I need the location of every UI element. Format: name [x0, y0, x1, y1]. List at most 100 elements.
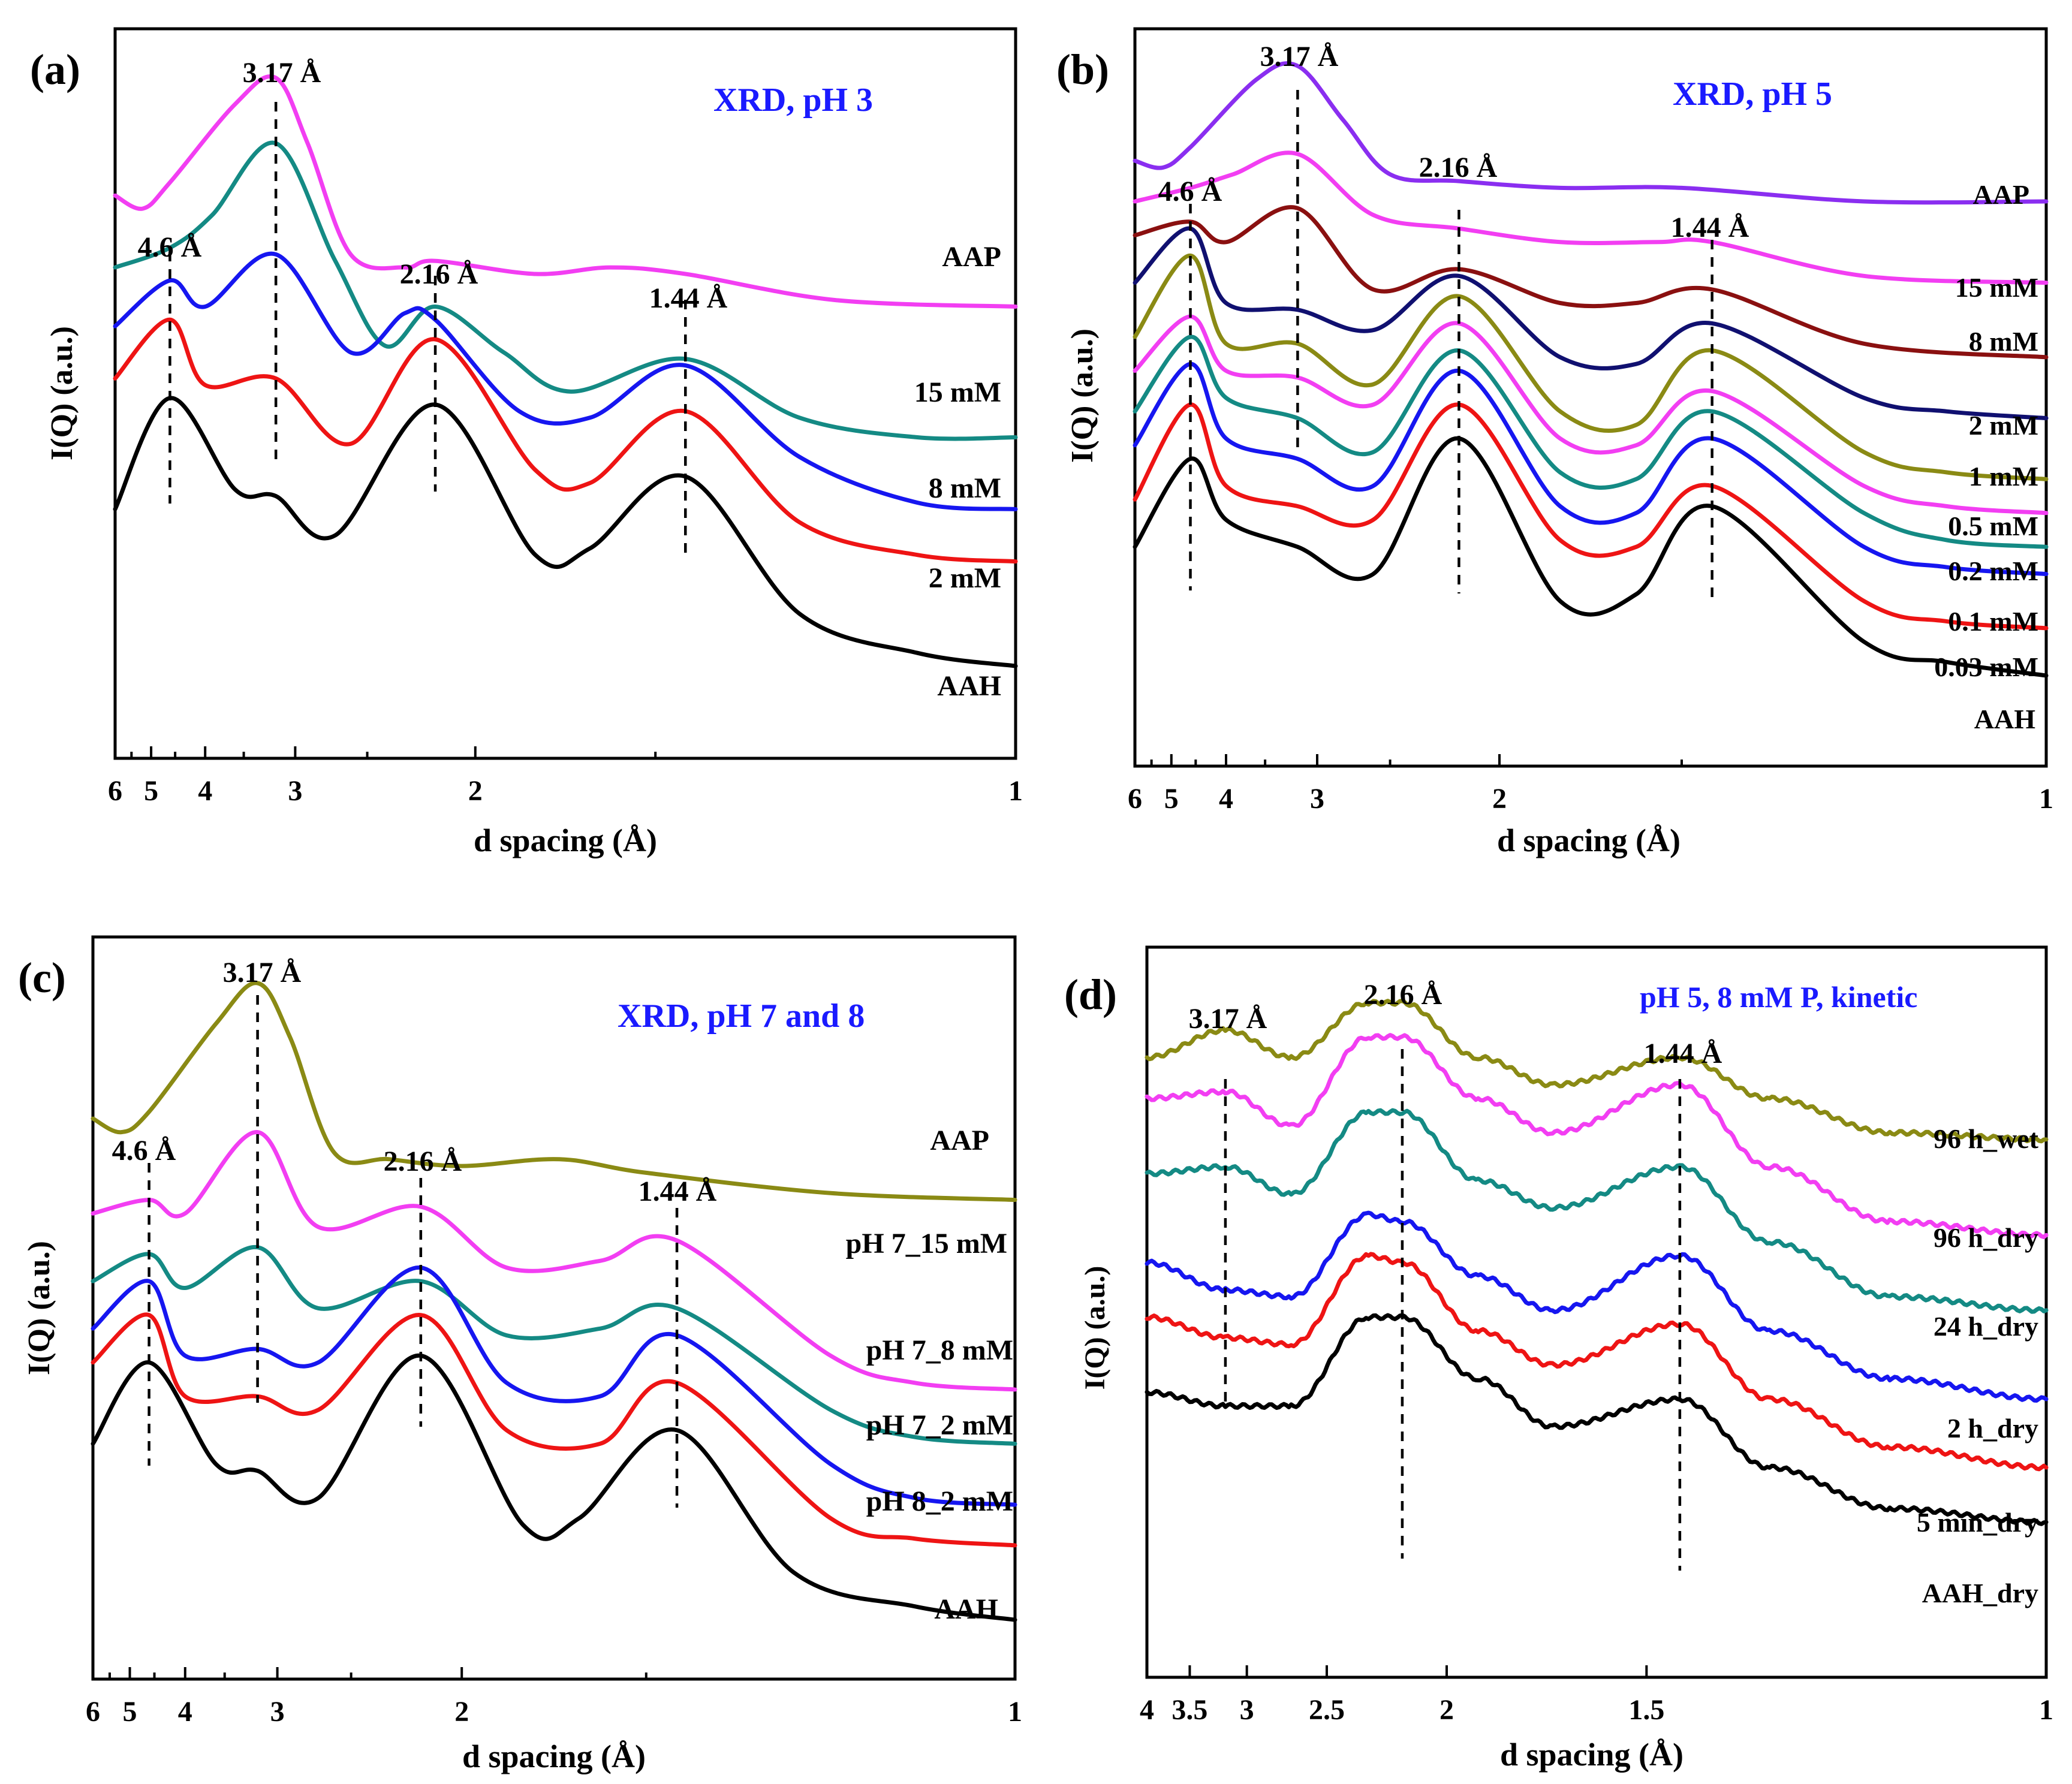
series-label-a-aap: AAP: [942, 241, 1001, 273]
x-tick-label: 2: [454, 1696, 469, 1728]
x-tick-label: 1: [2039, 1694, 2053, 1726]
x-tick-label: 2: [468, 775, 483, 807]
panel-d-curves: [1145, 999, 2049, 1526]
x-tick-label: 2: [1439, 1694, 1454, 1726]
series-label-a-2mm: 2 mM: [929, 562, 1001, 594]
peak-label-a-2.16: 2.16 Å: [400, 258, 478, 290]
panel-b: (b) XRD, pH 5 I(Q) (a.u.) d spacing (Å) …: [1056, 27, 2053, 858]
peak-label-c-4.6: 4.6 Å: [112, 1135, 176, 1167]
panel-c-frame: [91, 935, 1017, 1681]
series-line-ph-7_8-mm: [91, 1245, 1017, 1446]
series-label-b-aah: AAH: [1974, 704, 2035, 734]
x-tick-label: 5: [1164, 783, 1179, 815]
x-tick-label: 1.5: [1628, 1694, 1664, 1726]
series-label-c-ph7-8mm: pH 7_8 mM: [866, 1334, 1013, 1366]
x-tick-label: 4: [178, 1696, 192, 1728]
panel-d: (d) pH 5, 8 mM P, kinetic I(Q) (a.u.) d …: [1064, 945, 2053, 1773]
peak-label-d-3.17: 3.17 Å: [1189, 1003, 1267, 1035]
panel-b-frame: [1133, 27, 2048, 768]
x-tick-label: 3: [1240, 1694, 1254, 1726]
panel-d-xlabel: d spacing (Å): [1500, 1737, 1684, 1773]
x-tick-label: 4: [1219, 783, 1233, 815]
series-label-d-96h-dry: 96 h_dry: [1934, 1222, 2038, 1253]
series-label-b-0.1mm: 0.1 mM: [1948, 606, 2038, 637]
peak-label-d-1.44: 1.44 Å: [1644, 1038, 1722, 1069]
peak-label-b-4.6: 4.6 Å: [1158, 176, 1222, 207]
panel-c-curves: [91, 981, 1017, 1622]
x-tick-label: 2.5: [1309, 1694, 1345, 1726]
series-label-b-1mm: 1 mM: [1969, 461, 2038, 492]
series-line-aap: [91, 981, 1017, 1203]
series-line-5-min_dry: [1145, 1252, 2049, 1472]
peak-label-b-2.16: 2.16 Å: [1419, 152, 1498, 183]
x-tick-label: 2: [1492, 783, 1507, 815]
series-line-8-mm: [113, 251, 1018, 511]
series-label-a-aah: AAH: [937, 670, 1001, 702]
series-line-0.1-mm: [1133, 361, 2049, 576]
panel-a-curves: [113, 74, 1018, 668]
series-line-0.2-mm: [1133, 334, 2049, 549]
series-label-c-ph7-2mm: pH 7_2 mM: [866, 1409, 1013, 1441]
peak-label-c-3.17: 3.17 Å: [223, 957, 302, 989]
series-line-96-h_dry: [1145, 1033, 2049, 1239]
peak-label-b-3.17: 3.17 Å: [1260, 41, 1339, 73]
x-tick-label: 3: [270, 1696, 285, 1728]
panel-b-ylabel: I(Q) (a.u.): [1065, 329, 1100, 463]
series-line-0.5-mm: [1133, 314, 2049, 516]
series-line-8-mm: [1133, 205, 2049, 360]
panel-a-label: (a): [30, 46, 80, 94]
x-tick-label: 5: [144, 775, 158, 807]
series-label-d-24h-dry: 24 h_dry: [1934, 1311, 2038, 1342]
series-label-a-15mm: 15 mM: [914, 376, 1001, 408]
series-line-2-mm: [113, 317, 1018, 564]
x-tick-label: 6: [86, 1696, 100, 1728]
series-label-a-8mm: 8 mM: [929, 472, 1001, 504]
panel-a-frame: [113, 27, 1017, 760]
series-line-2-mm: [1133, 226, 2049, 421]
series-line-aah: [1133, 436, 2049, 678]
panel-b-label: (b): [1056, 46, 1109, 94]
x-tick-label: 6: [1128, 783, 1142, 815]
series-label-b-15mm: 15 mM: [1955, 272, 2038, 303]
series-label-b-8mm: 8 mM: [1969, 326, 2038, 357]
peak-label-a-4.6: 4.6 Å: [138, 231, 202, 263]
panel-a-title: XRD, pH 3: [713, 82, 873, 119]
series-label-c-aap: AAP: [930, 1125, 989, 1156]
x-tick-label: 4: [198, 775, 212, 807]
panel-a: (a) XRD, pH 3 I(Q) (a.u.) d spacing (Å) …: [30, 27, 1023, 858]
peak-label-b-1.44: 1.44 Å: [1671, 212, 1749, 243]
peak-label-c-1.44: 1.44 Å: [639, 1176, 717, 1207]
panel-c-xlabel: d spacing (Å): [462, 1738, 646, 1774]
series-label-c-ph7-15mm: pH 7_15 mM: [846, 1228, 1007, 1259]
panel-d-ticks: 4 3.5 3 2.5 2 1.5 1: [1140, 1665, 2053, 1726]
series-line-0.03-mm: [1133, 402, 2049, 631]
x-tick-label: 3: [288, 775, 302, 807]
series-line-15-mm: [113, 140, 1018, 441]
peak-label-a-3.17: 3.17 Å: [243, 57, 321, 89]
series-label-b-0.2mm: 0.2 mM: [1948, 556, 2038, 586]
series-line-2-h_dry: [1145, 1210, 2049, 1403]
series-label-b-0.5mm: 0.5 mM: [1948, 511, 2038, 541]
series-label-b-2mm: 2 mM: [1969, 410, 2038, 441]
panel-c-peak-lines: [147, 995, 679, 1508]
series-label-c-ph8-2mm: pH 8_2 mM: [866, 1485, 1013, 1517]
series-label-b-aap: AAP: [1972, 179, 2029, 210]
x-tick-label: 1: [1008, 775, 1023, 807]
panel-a-peak-lines: [168, 102, 687, 558]
panel-c-ylabel: I(Q) (a.u.): [22, 1241, 56, 1375]
series-line-aah_dry: [1145, 1313, 2049, 1526]
panel-a-xlabel: d spacing (Å): [474, 822, 657, 858]
series-line-aap: [1133, 61, 2049, 205]
peak-label-a-1.44: 1.44 Å: [649, 282, 728, 314]
series-line-aah: [113, 396, 1018, 668]
x-tick-label: 4: [1140, 1694, 1154, 1726]
series-label-d-aah-dry: AAH_dry: [1922, 1578, 2038, 1608]
peak-label-d-2.16: 2.16 Å: [1364, 979, 1442, 1011]
series-line-1-mm: [1133, 253, 2049, 481]
x-tick-label: 6: [108, 775, 122, 807]
panel-b-xlabel: d spacing (Å): [1497, 822, 1681, 858]
series-line-96-h_wet: [1145, 999, 2049, 1144]
